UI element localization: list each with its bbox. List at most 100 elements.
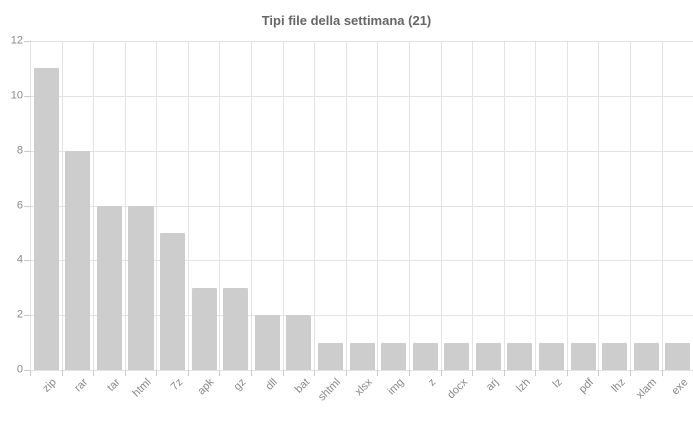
- y-axis-label: 10: [10, 89, 23, 102]
- category-cell-dll: dll: [252, 41, 284, 393]
- bar-exe: [665, 342, 691, 370]
- y-tick: [24, 205, 31, 207]
- x-axis-label: img: [385, 376, 407, 398]
- bar-pdf: [570, 342, 596, 370]
- bar-lz: [539, 342, 565, 370]
- x-axis-label: z: [425, 376, 439, 389]
- x-tick: [124, 370, 126, 376]
- x-tick: [503, 370, 505, 376]
- h-gridline: [31, 260, 693, 262]
- y-axis-label: 6: [16, 199, 23, 211]
- x-tick: [629, 370, 631, 376]
- x-tick: [535, 370, 537, 376]
- x-tick: [30, 370, 31, 376]
- x-axis-label: lhz: [609, 376, 628, 395]
- x-axis-label: 7z: [168, 376, 186, 393]
- x-axis-label: bat: [292, 376, 312, 396]
- bar-tar: [96, 205, 122, 370]
- bar-7z: [160, 232, 186, 370]
- bar-lzh: [507, 342, 533, 370]
- category-cell-xlam: xlam: [631, 41, 663, 401]
- category-cell-zip: zip: [30, 41, 63, 395]
- bar-dll: [254, 315, 280, 370]
- category-cell-lzh: lzh: [505, 41, 537, 395]
- plot-cells: zip rar tar html 7z apk gz dll bat shtml xlsx img z d…: [30, 41, 693, 403]
- h-gridline: [31, 95, 693, 97]
- category-cell-docx: docx: [442, 41, 474, 401]
- x-axis-label: lz: [550, 376, 565, 391]
- category-cell-arj: arj: [473, 41, 505, 393]
- bar-docx: [444, 342, 470, 370]
- bar-xlsx: [349, 342, 375, 370]
- bar-gz: [223, 287, 249, 370]
- h-gridline: [31, 205, 693, 207]
- category-cell-lhz: lhz: [599, 41, 631, 395]
- category-cell-xlsx: xlsx: [347, 41, 379, 398]
- category-cell-bat: bat: [284, 41, 316, 396]
- x-tick: [408, 370, 410, 376]
- x-tick: [566, 370, 568, 376]
- bar-html: [128, 205, 154, 370]
- x-tick: [314, 370, 316, 376]
- y-axis-label: 2: [16, 308, 23, 321]
- h-gridline: [31, 315, 693, 317]
- x-axis-label: exe: [669, 376, 691, 398]
- x-axis-label: lzh: [514, 376, 533, 395]
- h-gridline: [31, 150, 693, 152]
- x-axis-label: apk: [195, 376, 217, 398]
- bar-rar: [65, 150, 91, 370]
- x-tick: [440, 370, 442, 376]
- bar-z: [412, 342, 438, 370]
- y-tick: [24, 150, 31, 152]
- category-cell-html: html: [126, 41, 158, 399]
- y-grid: 0 2 4 6 8 10 12: [11, 35, 693, 375]
- x-tick: [598, 370, 600, 376]
- y-tick: [24, 315, 31, 317]
- x-axis-label: rar: [72, 376, 91, 395]
- x-axis-label: pdf: [576, 376, 596, 396]
- x-axis-label: html: [130, 376, 154, 400]
- bar-lhz: [602, 342, 628, 370]
- y-tick: [24, 370, 31, 371]
- h-gridline: [31, 41, 693, 42]
- x-tick: [345, 370, 347, 376]
- x-axis-label: shtml: [316, 376, 344, 404]
- y-tick: [24, 41, 31, 42]
- y-tick: [24, 95, 31, 97]
- x-tick: [61, 370, 63, 376]
- y-axis-label: 8: [16, 144, 23, 157]
- category-cell-img: img: [378, 41, 410, 397]
- x-axis-label: tar: [104, 376, 123, 394]
- x-tick: [377, 370, 379, 376]
- chart-title: Tipi file della settimana (21): [261, 13, 432, 28]
- x-tick: [187, 370, 189, 376]
- x-tick: [661, 370, 663, 376]
- category-cell-shtml: shtml: [315, 41, 347, 403]
- bar-bat: [286, 315, 312, 370]
- y-tick: [24, 260, 31, 262]
- y-axis-label: 0: [16, 363, 23, 376]
- plot-area: 0 2 4 6 8 10 12 zip rar tar html 7z apk gz dll bat shtm…: [11, 35, 693, 403]
- category-cell-lz: lz: [536, 41, 568, 390]
- x-tick: [282, 370, 284, 376]
- category-cell-7z: 7z: [157, 41, 189, 393]
- x-axis-label: gz: [231, 376, 249, 393]
- category-cell-gz: gz: [220, 41, 253, 393]
- bar-xlam: [633, 342, 659, 370]
- x-axis-label: arj: [484, 376, 502, 394]
- bar-arj: [475, 342, 501, 370]
- category-cell-rar: rar: [63, 41, 95, 394]
- x-tick: [93, 370, 95, 376]
- x-axis-label: docx: [444, 376, 470, 402]
- bar-zip: [33, 68, 59, 370]
- x-tick: [251, 370, 253, 376]
- x-axis-label: xlsx: [352, 376, 375, 399]
- category-cell-apk: apk: [189, 41, 221, 397]
- x-tick: [219, 370, 221, 376]
- bar-apk: [191, 287, 217, 370]
- y-axis-label: 4: [16, 253, 23, 266]
- x-tick: [156, 370, 158, 376]
- category-cell-z: z: [410, 41, 442, 389]
- category-cell-tar: tar: [94, 41, 126, 394]
